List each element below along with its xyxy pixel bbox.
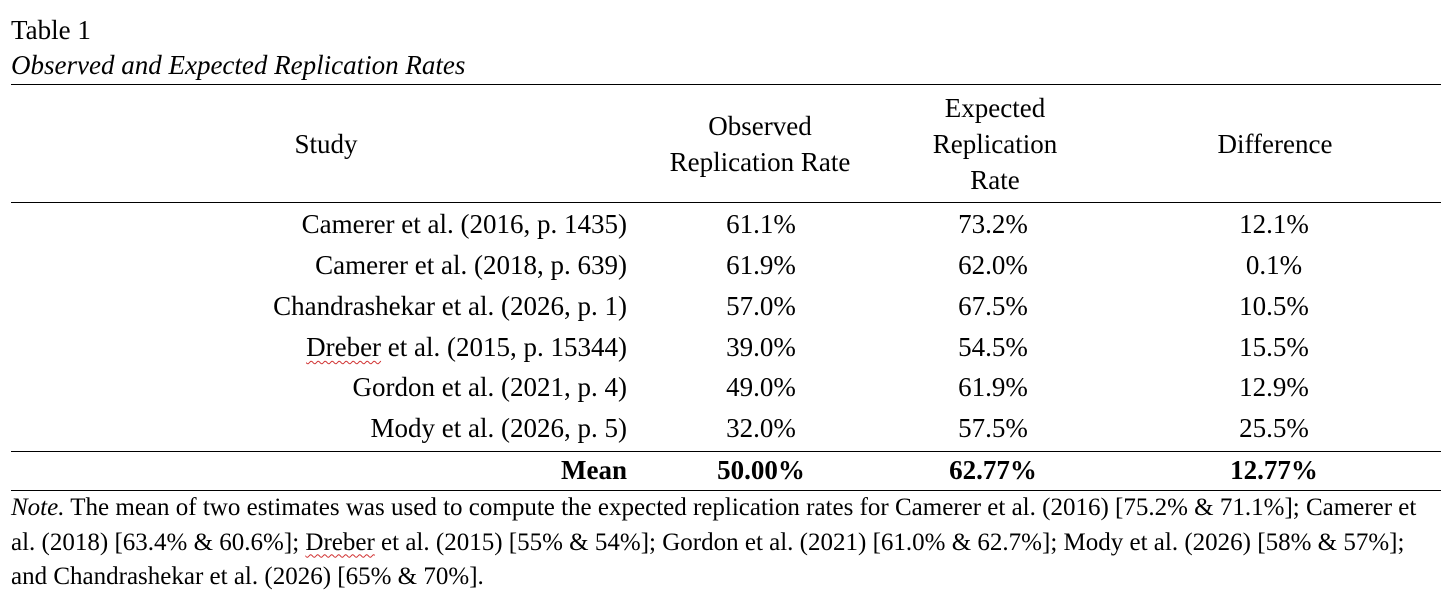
mean-expected: 62.77% [949, 455, 1037, 485]
difference-cell: 12.9% [1239, 372, 1309, 402]
study-cell: Camerer et al. (2018, p. 639) [315, 245, 627, 286]
header-expected-line3: Rate [970, 165, 1020, 195]
expected-cell: 67.5% [958, 291, 1028, 321]
expected-cell: 57.5% [958, 413, 1028, 443]
top-rule [11, 84, 1441, 85]
study-citation: et al. (2026, p. 1) [435, 291, 627, 321]
note-text-part2: et al. (2015) [55% & 54%]; Gordon et al.… [11, 528, 1405, 591]
study-author: Chandrashekar [273, 291, 436, 321]
header-difference: Difference [1217, 129, 1333, 159]
study-author: Mody [370, 413, 436, 443]
header-expected: Expected Replication Rate [880, 90, 1110, 198]
expected-cell: 61.9% [958, 372, 1028, 402]
expected-cell: 54.5% [958, 332, 1028, 362]
observed-cell: 61.1% [726, 209, 796, 239]
study-author: Dreber [306, 332, 382, 362]
study-citation: et al. (2016, p. 1435) [394, 209, 627, 239]
study-citation: et al. (2018, p. 639) [408, 250, 627, 280]
study-cell: Chandrashekar et al. (2026, p. 1) [273, 286, 627, 327]
table-row: Mody et al. (2026, p. 5) 32.0% 57.5% 25.… [0, 408, 1456, 449]
mean-difference: 12.77% [1230, 455, 1318, 485]
expected-cell: 73.2% [958, 209, 1028, 239]
header-expected-line2: Replication [932, 129, 1058, 159]
study-cell: Camerer et al. (2016, p. 1435) [302, 204, 627, 245]
study-cell: Mody et al. (2026, p. 5) [371, 408, 627, 449]
table-row: Chandrashekar et al. (2026, p. 1) 57.0% … [0, 286, 1456, 327]
mean-rule [11, 451, 1441, 452]
bottom-rule [11, 490, 1441, 491]
mean-label: Mean [561, 455, 627, 485]
header-observed-line1: Observed [708, 111, 812, 141]
difference-cell: 10.5% [1239, 291, 1309, 321]
study-cell: Gordon et al. (2021, p. 4) [353, 367, 627, 408]
study-author: Camerer [301, 209, 395, 239]
note-label: Note. [11, 494, 65, 521]
expected-cell: 62.0% [958, 250, 1028, 280]
study-author: Camerer [315, 250, 409, 280]
header-expected-line1: Expected [944, 93, 1046, 123]
observed-cell: 49.0% [726, 372, 796, 402]
table-title: Observed and Expected Replication Rates [11, 50, 466, 80]
note-dreber: Dreber [305, 528, 375, 556]
table-row: Camerer et al. (2018, p. 639) 61.9% 62.0… [0, 245, 1456, 286]
mean-row: Mean 50.00% 62.77% 12.77% [0, 450, 1456, 491]
study-citation: et al. (2026, p. 5) [435, 413, 627, 443]
table-label: Table 1 [11, 15, 91, 45]
observed-cell: 32.0% [726, 413, 796, 443]
difference-cell: 12.1% [1239, 209, 1309, 239]
study-cell: Dreber et al. (2015, p. 15344) [306, 327, 627, 368]
mean-observed: 50.00% [717, 455, 805, 485]
header-rule [11, 202, 1441, 203]
note-text-part1: The mean of two estimates was used to co… [11, 494, 1417, 556]
table-row: Gordon et al. (2021, p. 4) 49.0% 61.9% 1… [0, 367, 1456, 408]
table-row: Dreber et al. (2015, p. 15344) 39.0% 54.… [0, 327, 1456, 368]
difference-cell: 25.5% [1239, 413, 1309, 443]
observed-cell: 61.9% [726, 250, 796, 280]
study-citation: et al. (2021, p. 4) [435, 372, 627, 402]
table-note: Note. The mean of two estimates was used… [11, 491, 1441, 595]
observed-cell: 39.0% [726, 332, 796, 362]
difference-cell: 0.1% [1245, 250, 1303, 280]
header-observed: Observed Replication Rate [640, 108, 880, 180]
study-citation: et al. (2015, p. 15344) [381, 332, 627, 362]
difference-cell: 15.5% [1239, 332, 1309, 362]
header-observed-line2: Replication Rate [669, 147, 851, 177]
study-author: Gordon [352, 372, 436, 402]
header-study: Study [294, 129, 358, 159]
observed-cell: 57.0% [726, 291, 796, 321]
table-row: Camerer et al. (2016, p. 1435) 61.1% 73.… [0, 204, 1456, 245]
